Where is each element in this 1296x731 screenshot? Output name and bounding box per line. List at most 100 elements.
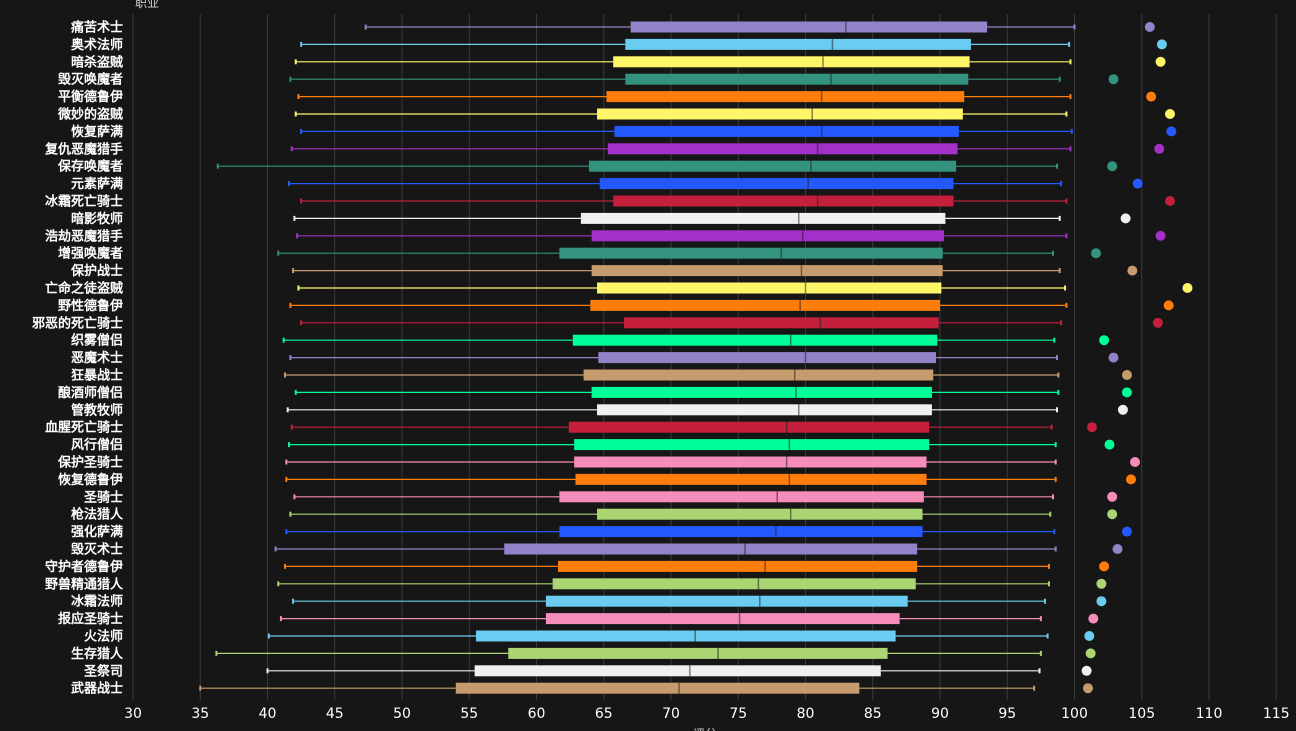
top-score-point (1163, 300, 1174, 311)
iqr-box (545, 613, 900, 625)
x-axis-labels: 30 35 40 45 50 55 60 65 70 75 80 85 90 95 100 105 110 115 (124, 706, 1290, 722)
top-score-point (1107, 509, 1118, 520)
iqr-box (591, 386, 932, 398)
box-row (216, 160, 1118, 172)
y-tick-label: 风行僧侣 (71, 437, 123, 453)
top-score-point (1088, 613, 1099, 624)
iqr-box (545, 595, 908, 607)
x-tick-label: 90 (931, 706, 949, 722)
box-row (288, 439, 1115, 451)
x-tick-label: 50 (393, 706, 411, 722)
iqr-box (630, 21, 988, 33)
box-row (297, 91, 1157, 103)
box-row (294, 386, 1132, 398)
y-tick-label: 恢复萨满 (71, 124, 123, 140)
y-tick-label: 暗杀盗贼 (71, 54, 123, 70)
box-row (292, 265, 1138, 277)
top-score-point (1144, 22, 1155, 32)
x-tick-label: 75 (729, 706, 747, 722)
box-row (297, 282, 1193, 294)
top-score-point (1146, 91, 1157, 102)
iqr-box (558, 560, 918, 572)
box-row (267, 630, 1095, 642)
y-tick-label: 管教牧师 (71, 402, 123, 418)
box-row (289, 352, 1119, 364)
box-row (300, 195, 1175, 207)
top-score-point (1120, 213, 1131, 224)
box-row (289, 508, 1118, 520)
iqr-box (597, 404, 932, 416)
top-score-point (1108, 74, 1119, 85)
box-row (282, 334, 1110, 346)
top-score-point (1130, 457, 1141, 467)
x-axis-title: 评分 (693, 727, 717, 731)
iqr-box (575, 473, 927, 485)
y-tick-label: 报应圣骑士 (58, 611, 123, 627)
y-tick-label: 酿酒师僧侣 (58, 385, 123, 401)
y-tick-label: 武器战士 (71, 681, 123, 697)
top-score-point (1156, 39, 1167, 50)
y-tick-label: 奥术法师 (71, 37, 123, 53)
box-row (277, 578, 1107, 590)
y-axis-labels: 痛苦术士奥术法师暗杀盗贼毁灭唤魔者平衡德鲁伊微妙的盗贼恢复萨满复仇恶魔猎手保存唤… (31, 20, 124, 697)
top-score-point (1164, 109, 1175, 119)
box-row (293, 491, 1118, 503)
box-row (296, 230, 1166, 242)
top-score-point (1099, 561, 1110, 572)
box-row (288, 178, 1143, 190)
iqr-box (588, 160, 957, 172)
top-score-point (1112, 544, 1123, 554)
y-tick-label: 血腥死亡骑士 (45, 420, 123, 436)
y-tick-label: 圣骑士 (84, 489, 123, 505)
y-tick-label: 恶魔术士 (71, 350, 123, 366)
y-tick-label: 强化萨满 (71, 524, 123, 540)
iqr-box (568, 421, 930, 433)
x-tick-label: 95 (998, 706, 1016, 722)
box-row (215, 647, 1096, 659)
iqr-box (597, 508, 923, 520)
top-score-point (1082, 683, 1093, 694)
y-tick-label: 痛苦术士 (70, 20, 123, 36)
iqr-box (580, 212, 946, 224)
iqr-box (598, 352, 936, 364)
box-row (294, 108, 1175, 120)
y-tick-label: 增强唤魔者 (58, 246, 123, 262)
y-tick-label: 野兽精通猎人 (45, 576, 124, 592)
iqr-box (552, 578, 916, 590)
x-tick-label: 55 (460, 706, 478, 722)
top-score-point (1182, 283, 1193, 293)
top-score-point (1086, 422, 1097, 433)
top-score-point (1104, 439, 1115, 450)
box-row (274, 543, 1123, 555)
x-tick-label: 65 (595, 706, 613, 722)
y-tick-label: 毁灭术士 (71, 542, 123, 558)
top-score-point (1121, 526, 1132, 537)
y-tick-label: 邪恶的死亡骑士 (31, 315, 123, 331)
x-tick-label: 35 (191, 706, 209, 722)
box-series (199, 21, 1193, 694)
box-row (285, 526, 1132, 538)
y-tick-label: 保护战士 (70, 263, 123, 279)
box-row (290, 143, 1165, 155)
iqr-box (597, 282, 942, 294)
iqr-box (559, 247, 943, 259)
iqr-box (591, 265, 943, 277)
box-row (277, 247, 1102, 259)
top-score-point (1091, 248, 1102, 259)
top-score-point (1121, 370, 1132, 380)
top-score-point (1117, 404, 1128, 415)
iqr-box (508, 647, 888, 659)
y-tick-label: 保护圣骑士 (57, 455, 123, 471)
y-tick-label: 毁灭唤魔者 (58, 72, 123, 88)
top-score-point (1164, 196, 1175, 206)
box-row (266, 665, 1092, 677)
box-row (289, 299, 1174, 311)
top-score-point (1107, 161, 1118, 172)
box-row (283, 560, 1110, 572)
box-row (290, 421, 1097, 433)
box-row (289, 73, 1119, 85)
top-score-point (1127, 265, 1138, 276)
x-tick-label: 80 (797, 706, 815, 722)
y-tick-label: 冰霜法师 (71, 594, 123, 610)
